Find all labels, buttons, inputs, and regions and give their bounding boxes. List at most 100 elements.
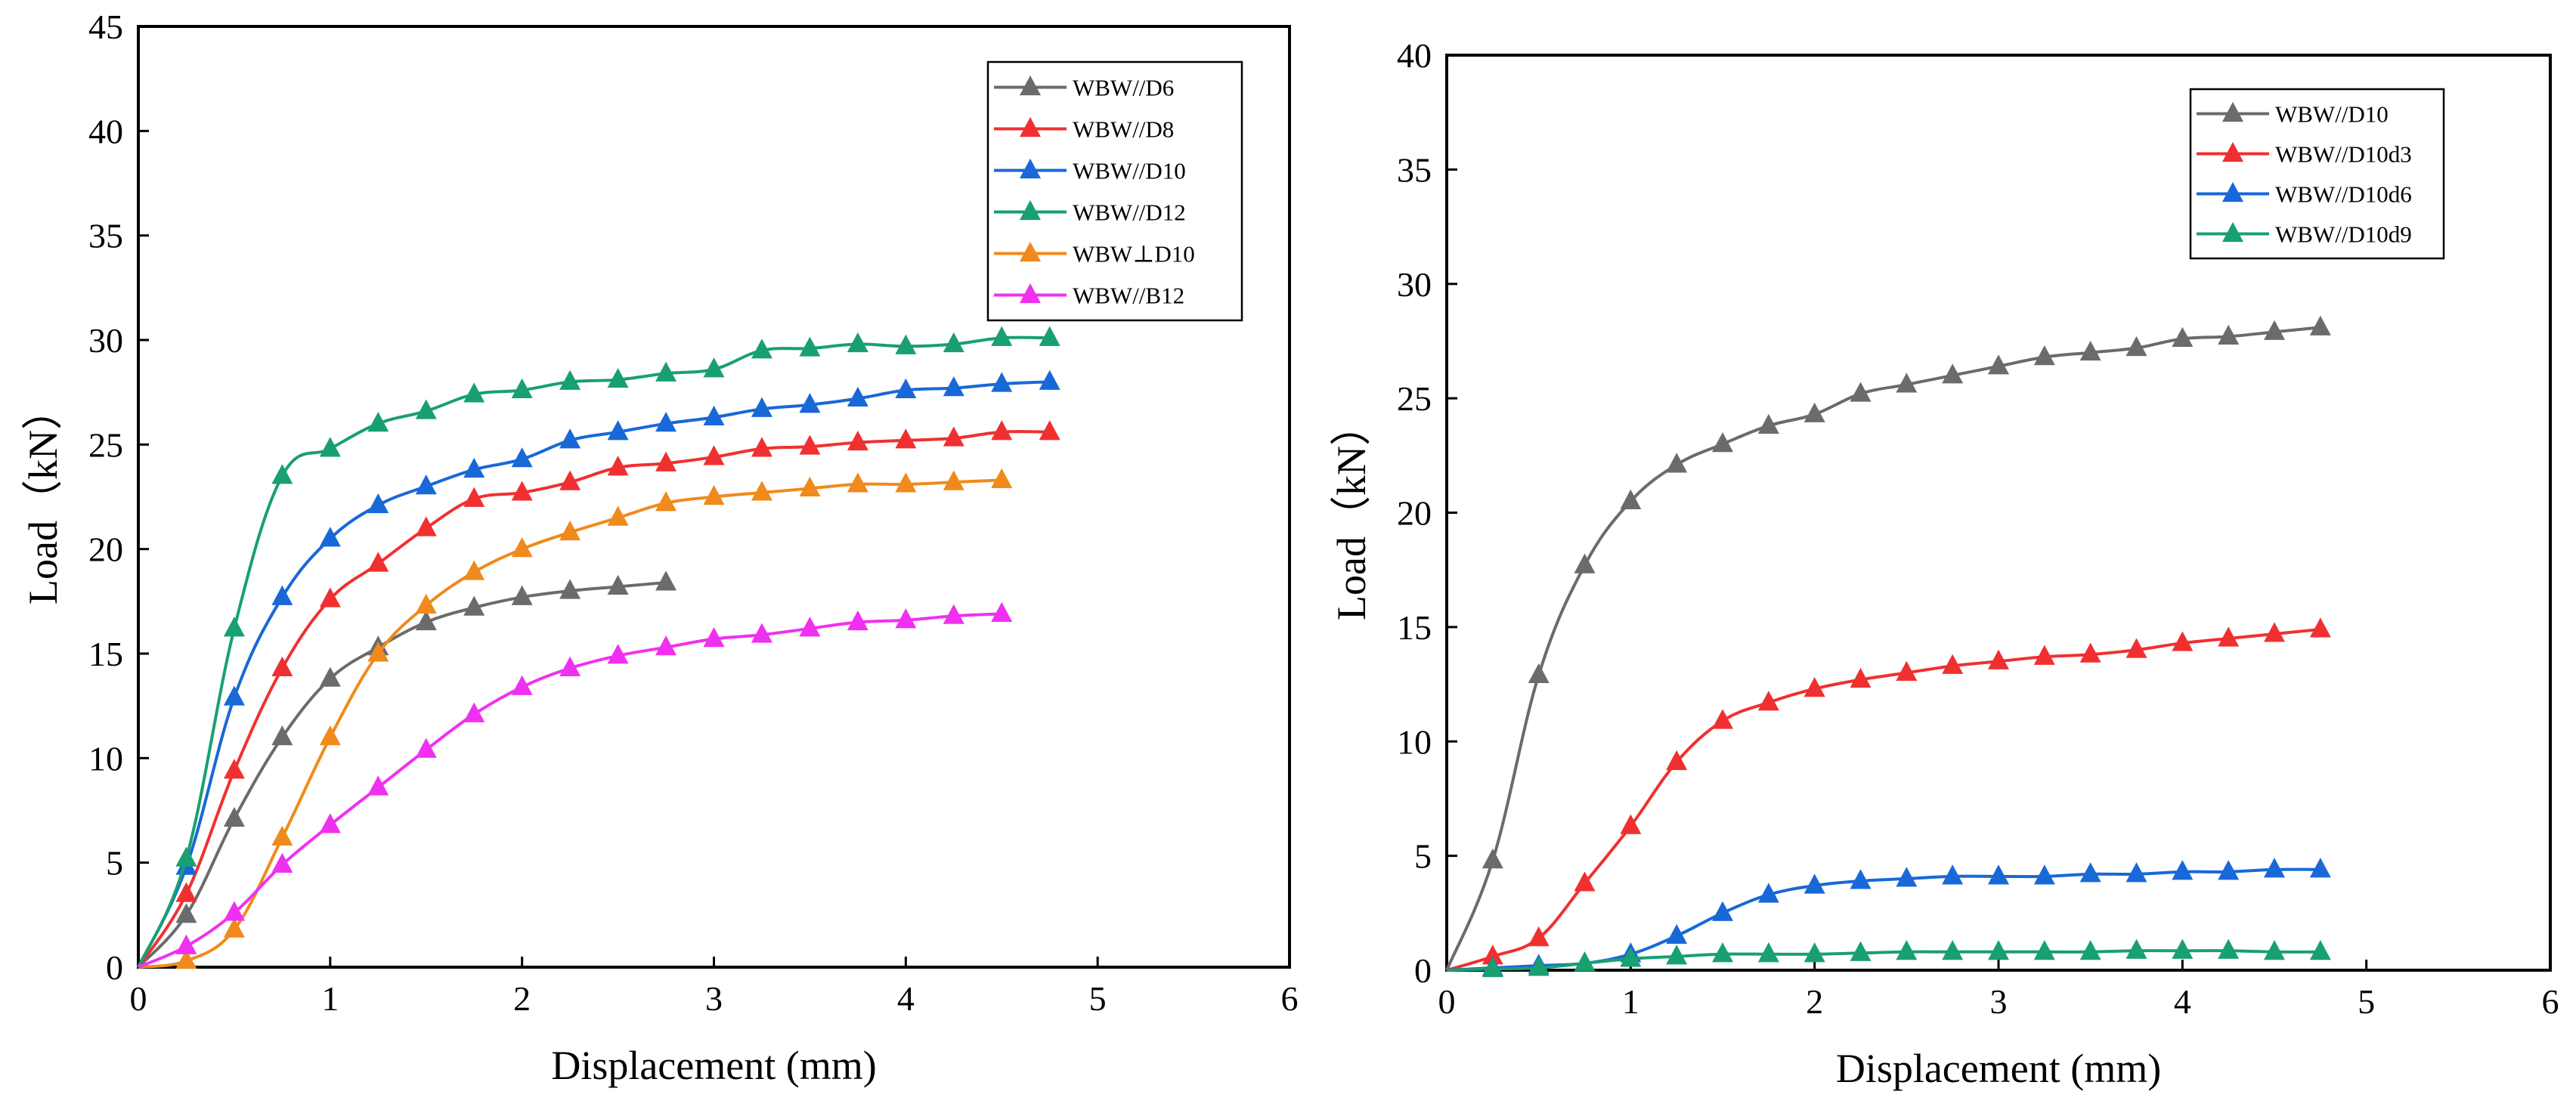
right-series-wbw-d10d3 <box>1446 617 2331 972</box>
left-data-point-wbw-d10 <box>751 397 772 417</box>
left-y-axis-title: Load（kN） <box>20 389 66 604</box>
right-data-point-wbw-d10d9 <box>1942 940 1964 960</box>
right-series-line-wbw-d10 <box>1445 326 2321 971</box>
left-data-point-wbw-b12 <box>943 604 964 624</box>
right-data-point-wbw-d10d6 <box>2218 860 2240 880</box>
left-data-point-wbw-d8 <box>367 552 389 572</box>
left-y-tick-label: 30 <box>88 321 123 360</box>
left-data-point-wbw-d12 <box>847 332 868 353</box>
right-y-tick-label: 15 <box>1397 608 1432 647</box>
right-data-point-wbw-d10d3 <box>2033 645 2055 665</box>
right-y-tick-label: 0 <box>1414 951 1432 990</box>
left-data-point-wbw-d10 <box>895 378 917 398</box>
right-data-point-wbw-d10d9 <box>2172 938 2194 959</box>
right-series-line-wbw-d10d3 <box>1446 627 2321 972</box>
right-series-wbw-d10d6 <box>1446 858 2331 976</box>
left-data-point-wbw-d12 <box>223 617 245 637</box>
left-data-point-wbw-b12 <box>367 775 389 796</box>
left-data-point-wbw-d10 <box>271 825 293 846</box>
right-data-point-wbw-d10 <box>1712 432 1733 453</box>
left-legend-marker <box>1020 199 1041 221</box>
right-legend-label: WBW//D10d9 <box>2275 221 2412 248</box>
left-data-point-wbw-d6 <box>655 570 677 591</box>
right-data-point-wbw-d10d9 <box>1528 956 1550 976</box>
left-series-wbw-d6 <box>137 570 677 969</box>
right-series-wbw-d10 <box>1445 315 2331 971</box>
left-data-point-wbw-d8 <box>319 587 341 608</box>
left-data-point-wbw-d10 <box>559 428 581 449</box>
left-data-point-wbw-d12 <box>415 399 437 419</box>
left-series-wbw-b12 <box>138 601 1013 969</box>
left-data-point-wbw-d8 <box>607 456 629 476</box>
right-data-point-wbw-d10 <box>1574 553 1596 574</box>
left-legend-marker <box>1020 75 1041 96</box>
left-data-point-wbw-d10 <box>799 393 821 413</box>
right-data-point-wbw-d10d6 <box>2079 862 2101 883</box>
left-data-point-wbw-d12 <box>751 339 772 359</box>
left-data-point-wbw-d12 <box>367 412 389 432</box>
left-data-point-wbw-d10 <box>847 472 868 493</box>
left-data-point-wbw-d10 <box>223 685 245 706</box>
right-legend-label: WBW//D10d3 <box>2275 141 2412 168</box>
right-data-point-wbw-d10d9 <box>1666 945 1688 965</box>
right-data-point-wbw-d10 <box>2126 335 2147 357</box>
left-data-point-wbw-d8 <box>703 445 725 465</box>
right-data-point-wbw-d10d6 <box>2309 858 2331 878</box>
left-data-point-wbw-b12 <box>703 627 725 648</box>
left-data-point-wbw-d6 <box>559 579 581 599</box>
right-data-point-wbw-d10d9 <box>1712 942 1733 963</box>
left-data-point-wbw-d12 <box>559 369 581 390</box>
left-data-point-wbw-b12 <box>319 813 341 833</box>
left-data-point-wbw-d10 <box>943 470 964 490</box>
left-legend-marker <box>1020 158 1041 179</box>
left-data-point-wbw-d8 <box>271 656 293 676</box>
right-y-tick-label: 10 <box>1397 722 1432 761</box>
left-data-point-wbw-d8 <box>751 437 772 457</box>
left-data-point-wbw-d10 <box>511 537 533 558</box>
left-data-point-wbw-d12 <box>511 378 533 398</box>
left-data-point-wbw-d10 <box>895 472 917 493</box>
right-y-tick-label: 40 <box>1397 36 1432 75</box>
left-data-point-wbw-d10 <box>991 468 1013 488</box>
left-y-tick-label: 45 <box>88 8 123 46</box>
left-x-axis-title: Displacement (mm) <box>551 1043 876 1088</box>
left-data-point-wbw-d10 <box>223 917 245 938</box>
right-x-axis-title: Displacement (mm) <box>1836 1046 2161 1091</box>
left-data-point-wbw-b12 <box>559 656 581 676</box>
right-data-point-wbw-d10d3 <box>1528 926 1550 947</box>
left-legend: WBW//D6 WBW//D8 WBW//D10 WBW//D12 WBW⊥D10 WBW… <box>986 60 1243 322</box>
left-data-point-wbw-d10 <box>607 505 629 526</box>
left-data-point-wbw-d6 <box>463 595 485 616</box>
left-data-point-wbw-d10 <box>655 491 677 512</box>
left-data-point-wbw-d10 <box>415 593 437 614</box>
right-data-point-wbw-d10d3 <box>1666 750 1688 771</box>
left-legend-marker <box>1020 116 1041 138</box>
left-legend-marker <box>1020 283 1041 304</box>
left-data-point-wbw-b12 <box>175 934 197 954</box>
right-data-point-wbw-d10d9 <box>2264 940 2285 960</box>
left-data-point-wbw-b12 <box>511 675 533 695</box>
right-data-point-wbw-d10d3 <box>1896 660 1918 682</box>
left-data-point-wbw-b12 <box>223 901 245 921</box>
right-y-tick-label: 35 <box>1397 150 1432 189</box>
left-legend-label: WBW//D10 <box>1073 158 1186 184</box>
left-series-line-wbw-d12 <box>137 335 1050 968</box>
right-x-tick-label: 3 <box>1990 982 2008 1021</box>
left-data-point-wbw-d10 <box>607 420 629 441</box>
left-data-point-wbw-d6 <box>415 610 437 631</box>
right-data-point-wbw-d10 <box>1988 354 2009 375</box>
left-data-point-wbw-d8 <box>1039 420 1060 441</box>
right-x-tick-label: 6 <box>2542 982 2559 1021</box>
left-data-point-wbw-d10 <box>1039 369 1060 390</box>
right-data-point-wbw-d10d3 <box>2172 631 2194 651</box>
right-data-point-wbw-d10d9 <box>1804 942 1825 963</box>
right-data-point-wbw-d10d6 <box>2033 864 2055 885</box>
left-legend-label: WBW//B12 <box>1073 283 1184 309</box>
left-data-point-wbw-d12 <box>703 357 725 378</box>
right-data-point-wbw-d10d3 <box>2309 617 2331 638</box>
right-data-point-wbw-d10 <box>1757 413 1779 434</box>
right-data-point-wbw-d10d3 <box>2126 638 2147 658</box>
right-legend: WBW//D10 WBW//D10d3 WBW//D10d6 WBW//D10d9 <box>2189 88 2445 260</box>
right-data-point-wbw-d10d6 <box>1850 869 1872 889</box>
